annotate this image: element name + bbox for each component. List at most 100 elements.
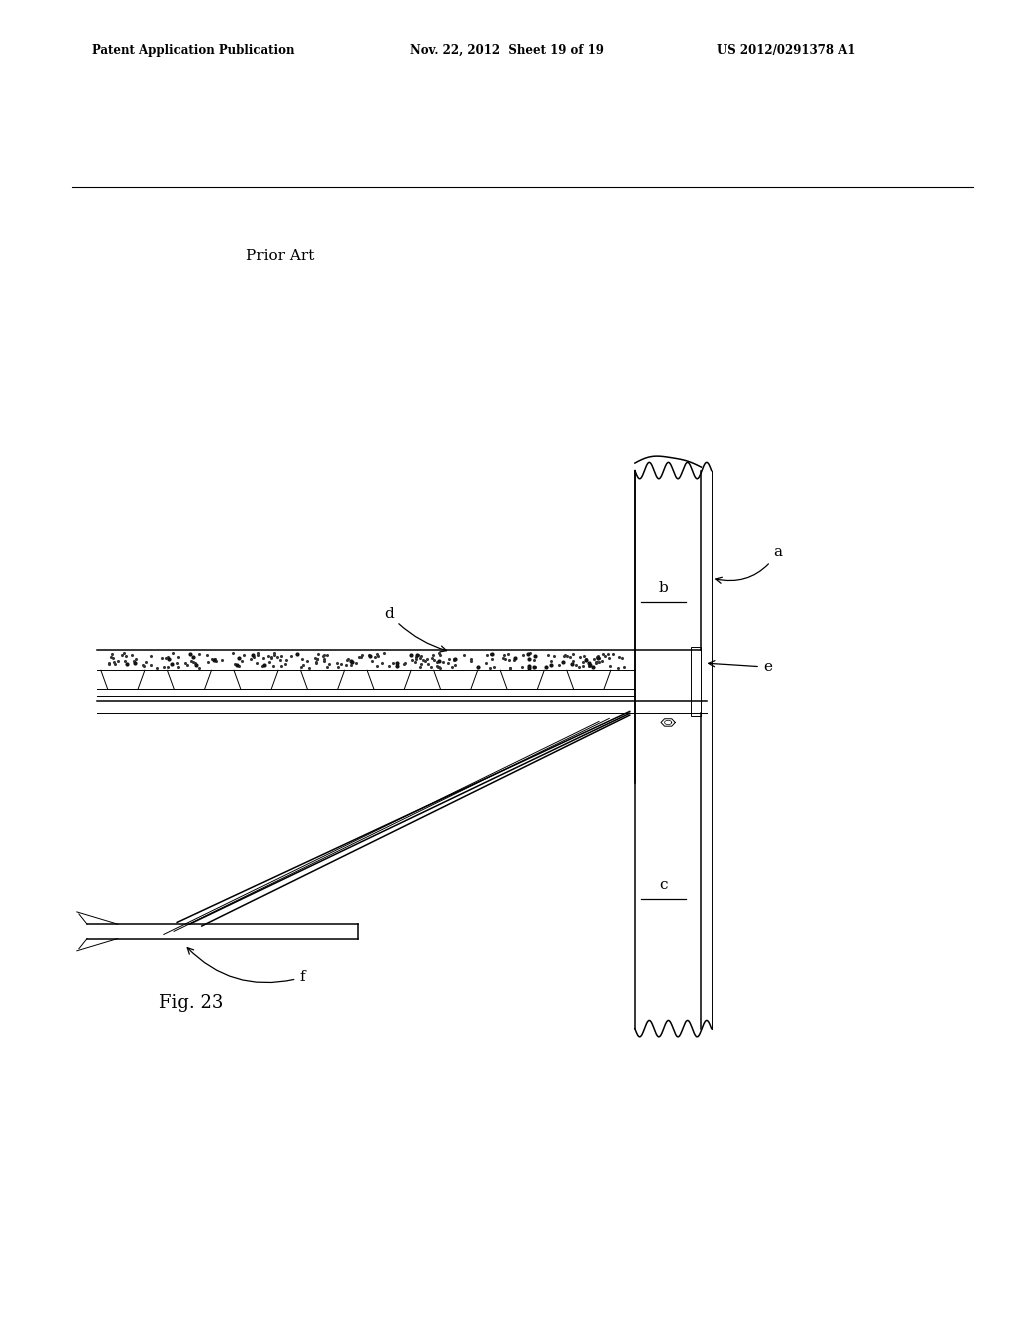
Point [340,648,356,669]
Point [469,656,485,677]
Point [590,645,606,667]
Point [565,651,582,672]
Point [249,652,265,673]
Point [571,645,588,667]
Point [156,656,172,677]
Point [309,648,326,669]
Point [307,652,324,673]
Point [551,655,567,676]
Point [445,649,462,671]
Point [176,652,193,673]
Point [344,652,360,673]
Point [432,645,449,667]
Point [556,645,572,667]
Point [370,645,386,667]
Point [236,644,252,665]
Point [563,653,580,675]
Point [272,655,289,676]
Point [369,656,385,677]
Point [456,644,472,665]
Point [527,645,544,667]
Point [126,651,142,672]
Point [143,645,160,667]
Point [314,645,331,667]
Point [246,645,262,667]
Point [118,645,134,667]
Point [374,653,390,675]
Text: a: a [716,545,782,583]
Point [191,657,208,678]
Point [187,655,204,676]
Point [264,656,281,677]
Point [594,649,610,671]
Point [614,647,631,668]
Point [338,655,354,676]
Point [134,655,151,676]
Point [106,652,123,673]
Point [261,652,278,673]
Point [567,655,584,676]
Point [507,648,523,669]
Point [578,649,594,671]
Point [559,645,575,667]
Point [515,644,531,665]
Point [589,645,605,667]
Point [364,649,380,671]
Point [256,653,272,675]
Point [316,644,333,665]
Point [395,653,412,675]
Point [413,653,429,675]
Point [602,655,618,676]
Point [587,648,603,669]
Point [425,644,441,665]
Point [262,647,279,668]
Point [301,657,317,678]
Point [321,653,337,675]
Point [408,645,424,667]
Point [207,648,223,669]
Point [610,647,627,668]
Point [555,652,571,673]
Point [440,652,457,673]
Point [539,656,555,677]
Point [546,645,562,667]
Point [343,655,359,676]
Point [502,657,518,678]
Point [224,643,241,664]
Point [482,657,499,678]
Point [294,648,310,669]
Point [169,653,185,675]
Point [413,656,429,677]
Point [501,649,517,671]
Point [164,653,180,675]
Point [154,647,170,668]
Point [263,648,280,669]
Point [255,648,271,669]
Point [229,655,246,676]
Point [431,651,447,672]
Point [148,657,165,678]
Point [293,656,309,677]
Point [353,645,370,667]
Point [268,647,285,668]
Point [104,647,121,668]
Point [184,652,201,673]
Point [447,648,464,669]
Point [306,648,323,669]
Point [483,648,500,669]
Point [230,655,247,676]
Point [179,655,196,676]
Point [605,644,622,665]
Point [521,655,538,676]
Point [478,652,495,673]
Text: Prior Art: Prior Art [246,248,314,263]
Point [557,644,573,665]
Point [250,643,266,664]
Point [376,643,392,664]
Point [309,648,326,669]
Point [589,651,605,672]
Point [289,644,305,665]
Point [422,656,438,677]
Point [330,656,346,677]
Point [316,651,333,672]
